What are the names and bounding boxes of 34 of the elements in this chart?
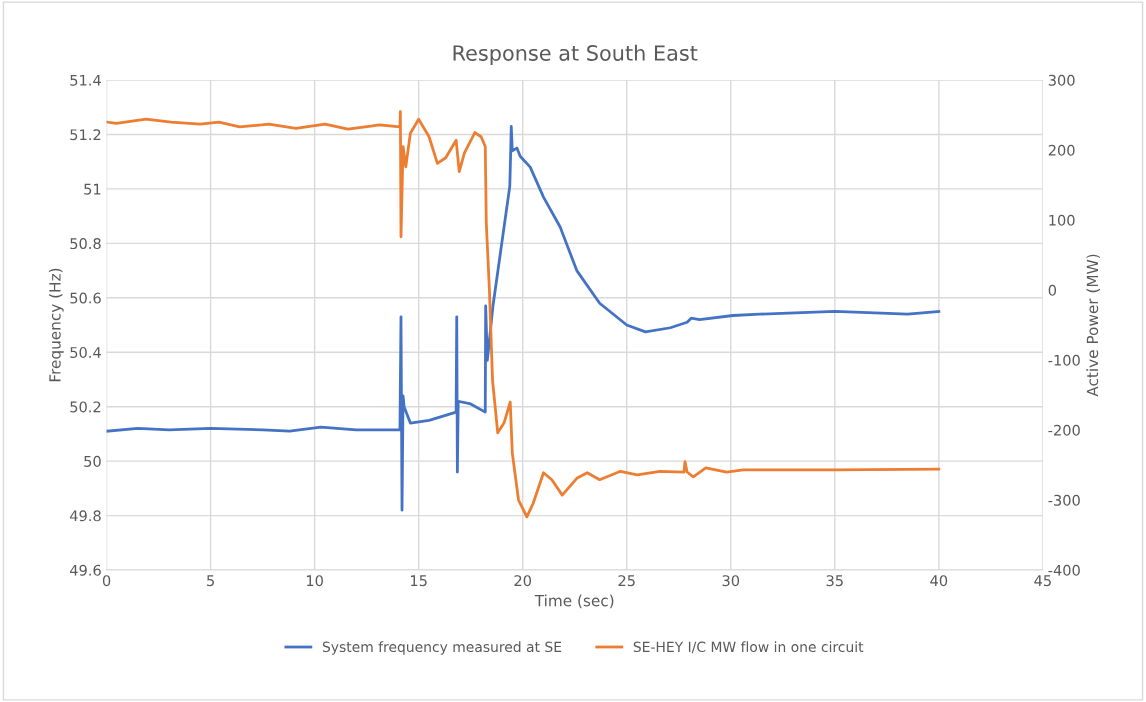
y-tick-label: 51.2 bbox=[70, 129, 101, 141]
y2-tick-label: -100 bbox=[1048, 354, 1080, 366]
x-tick-label: 25 bbox=[618, 575, 635, 587]
y2-tick-label: 200 bbox=[1048, 144, 1075, 156]
y2-tick-label: 100 bbox=[1049, 214, 1075, 226]
x-tick-label: 5 bbox=[207, 575, 214, 587]
y2-tick-label: 300 bbox=[1048, 74, 1075, 86]
legend-label: System frequency measured at SE bbox=[322, 641, 562, 655]
x-axis-title: Time (sec) bbox=[534, 594, 614, 609]
y-tick-label: 50 bbox=[84, 455, 101, 467]
y-tick-label: 49.8 bbox=[69, 510, 101, 522]
x-tick-label: 0 bbox=[102, 575, 111, 587]
chart-title: Response at South East bbox=[453, 44, 698, 65]
y-tick-label: 50.4 bbox=[70, 346, 101, 358]
y2-tick-label: 0 bbox=[1048, 284, 1057, 296]
legend-label: SE-HEY I/C MW flow in one circuit bbox=[633, 641, 864, 654]
x-tick-label: 40 bbox=[930, 575, 948, 587]
y2-axis-title: Active Power (MW) bbox=[1086, 254, 1100, 397]
x-tick-label: 10 bbox=[306, 575, 323, 587]
y-tick-label: 50.2 bbox=[70, 401, 101, 413]
y2-tick-label: -300 bbox=[1048, 494, 1080, 506]
y2-tick-label: -200 bbox=[1048, 424, 1080, 436]
y-tick-label: 50.8 bbox=[70, 238, 101, 250]
x-tick-label: 30 bbox=[722, 575, 740, 587]
y-tick-label: 50.6 bbox=[70, 292, 101, 304]
y-tick-label: 49.6 bbox=[69, 564, 101, 576]
x-tick-label: 35 bbox=[826, 575, 843, 587]
x-tick-label: 15 bbox=[411, 575, 427, 587]
x-tick-label: 20 bbox=[514, 575, 532, 587]
y2-tick-label: -400 bbox=[1048, 564, 1080, 576]
y-tick-label: 51 bbox=[84, 183, 101, 195]
y-axis-title: Frequency (Hz) bbox=[48, 268, 64, 382]
y-tick-label: 51.4 bbox=[70, 74, 101, 86]
x-tick-label: 45 bbox=[1034, 575, 1051, 587]
